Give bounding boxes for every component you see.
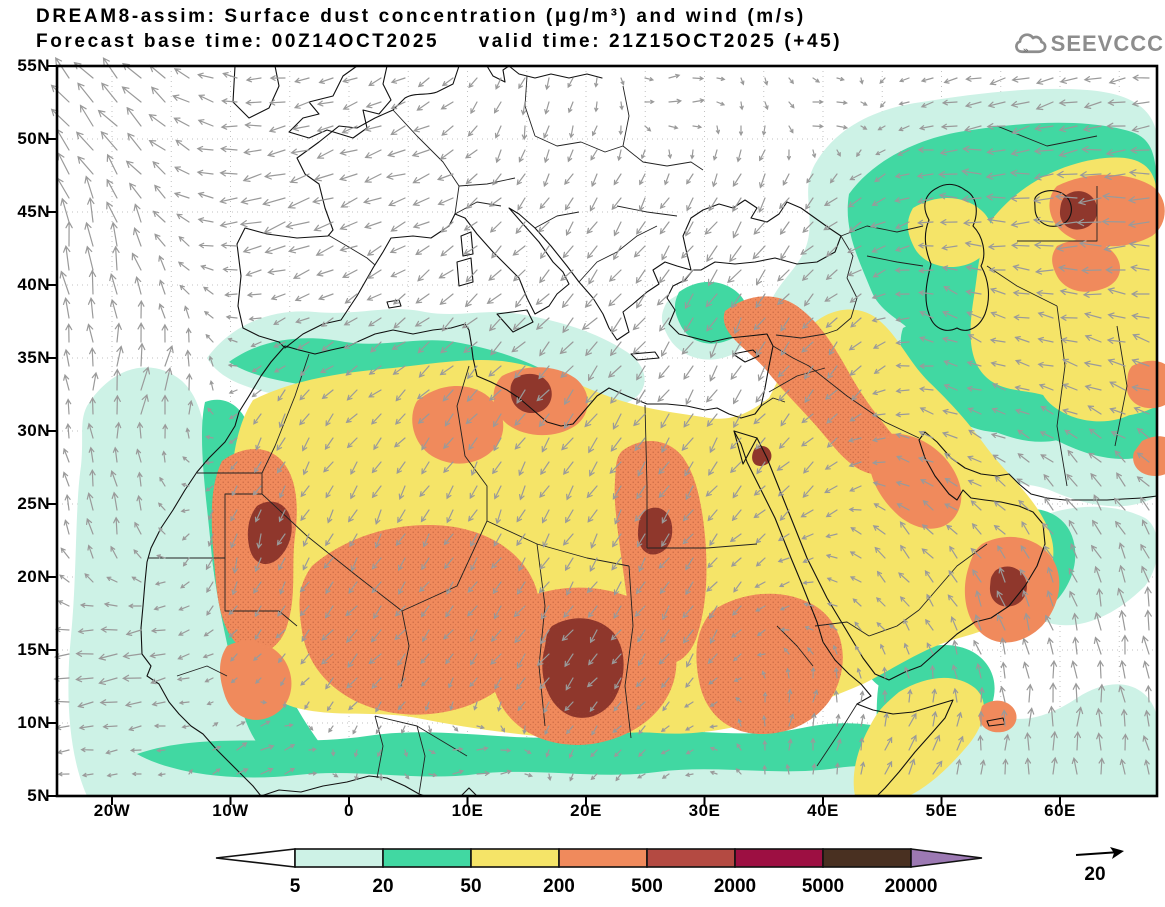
dust-region-somalia-spot — [979, 700, 1017, 733]
dust-region-mauritania-coast — [220, 641, 292, 720]
cloud-icon: » — [1015, 33, 1047, 56]
coast-caspian — [924, 183, 990, 331]
lon-tick-label-0: 0 — [344, 801, 354, 820]
island-crete — [630, 351, 660, 361]
lat-tick-label-30N: 30N — [17, 421, 50, 440]
colorbar-label-20: 20 — [372, 876, 393, 897]
dust-region-persian-gulf-coast — [869, 433, 962, 529]
dust-region-wsahara-core — [247, 501, 292, 564]
coast-sinai — [733, 430, 758, 465]
coast-arabia-gulf — [756, 431, 1158, 681]
lon-tick-label-50E: 50E — [925, 801, 958, 820]
coast-great-britain — [288, 65, 392, 139]
dust-region-turkmen-south-spot — [1052, 239, 1121, 292]
lon-tick-label-30E: 30E — [688, 801, 721, 820]
lat-tick-label-15N: 15N — [17, 640, 50, 659]
lon-tick-label-10E: 10E — [451, 801, 484, 820]
chart-subtitle-times: Forecast base time: 00Z14OCT2025 valid t… — [36, 31, 843, 52]
wind-arrows-layer — [50, 56, 1152, 782]
dust-region-tunisia-core — [510, 373, 552, 414]
coast-ireland — [232, 65, 280, 119]
logo-text: SEEVCCC — [1050, 31, 1164, 56]
map-frame-and-ticks — [48, 64, 1159, 805]
lon-tick-label-20W: 20W — [93, 801, 131, 820]
island-sardinia — [456, 257, 474, 287]
lon-tick-label-40E: 40E — [807, 801, 839, 820]
dust-region-sahel-band — [137, 723, 937, 778]
map-canvas — [48, 56, 1165, 805]
dust-region-north-algeria-spot — [412, 385, 504, 464]
lat-tick-label-45N: 45N — [17, 202, 50, 221]
island-cyprus — [732, 349, 760, 363]
dust-region-east-iran-spot-a — [1126, 360, 1165, 409]
lat-tick-label-35N: 35N — [17, 348, 50, 367]
lat-tick-label-50N: 50N — [17, 129, 50, 148]
lon-tick-label-10W: 10W — [212, 801, 249, 820]
coast-baltic — [486, 65, 603, 83]
dust-region-azerbaijan-patch — [907, 197, 993, 268]
coast-redsea-horn — [733, 430, 954, 797]
lat-tick-label-10N: 10N — [17, 713, 50, 732]
colorbar-label-2000: 2000 — [714, 876, 756, 897]
island-sicily — [496, 309, 534, 333]
dust-region-north-red-sea-dot — [752, 445, 772, 466]
lon-tick-label-20E: 20E — [570, 801, 602, 820]
dust-region-somalia-wedge — [853, 677, 984, 796]
chart-title: DREAM8-assim: Surface dust concentration… — [36, 6, 806, 27]
lat-tick-label-25N: 25N — [17, 494, 50, 513]
colorbar-legend: 5 20 50 200 500 2000 5000 20000 — [215, 848, 983, 897]
lon-tick-label-60E: 60E — [1044, 801, 1076, 820]
colorbar-label-200: 200 — [543, 876, 575, 897]
coast-europe-nafrica — [140, 65, 842, 797]
dust-region-atlantic-west-africa — [68, 367, 339, 796]
wind-reference-arrow: 20 — [1075, 847, 1124, 885]
colorbar-label-500: 500 — [631, 876, 663, 897]
seevccc-logo: » SEEVCCC — [1014, 20, 1164, 68]
map-area — [48, 56, 1165, 805]
coastlines — [140, 65, 1158, 797]
colorbar-label-5: 5 — [290, 876, 301, 897]
coast-gulf-of-guinea — [260, 775, 478, 797]
colorbar-label-50: 50 — [460, 876, 481, 897]
dust-region-oman-core — [989, 566, 1027, 607]
svg-text:»: » — [1023, 45, 1029, 56]
lat-tick-label-20N: 20N — [17, 567, 50, 586]
colorbar-label-5000: 5000 — [802, 876, 844, 897]
dust-region-chad-core — [542, 618, 624, 718]
wind-reference-value: 20 — [1084, 864, 1105, 885]
country-borders — [148, 75, 1128, 795]
island-corsica — [460, 231, 474, 257]
lat-tick-label-5N: 5N — [27, 786, 50, 805]
lat-tick-label-55N: 55N — [17, 56, 50, 75]
colorbar-label-20000: 20000 — [885, 876, 938, 897]
lat-tick-label-40N: 40N — [17, 275, 50, 294]
